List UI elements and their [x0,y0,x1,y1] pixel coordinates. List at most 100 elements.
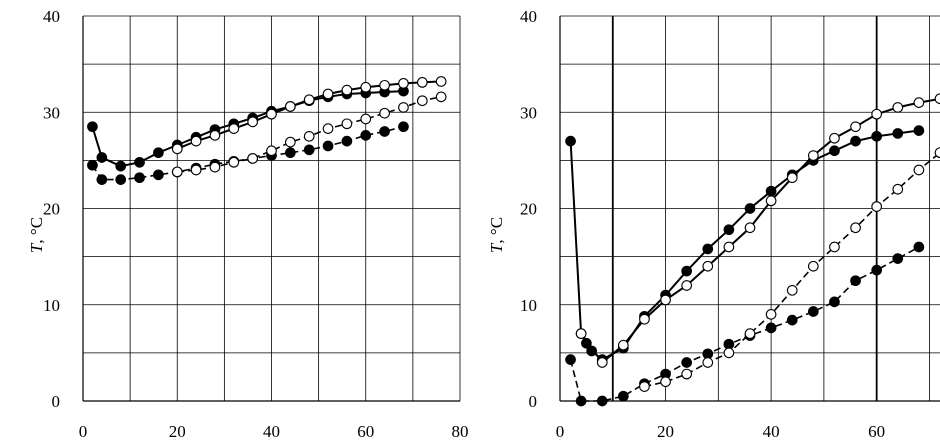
data-point [639,381,650,392]
x-tick-label: 0 [79,422,88,441]
y-axis-label-unit: , °C [487,217,506,244]
series-4 [171,91,447,178]
y-tick-label: 0 [529,392,538,411]
data-point [702,357,714,368]
data-point [596,357,608,368]
grid [82,15,461,402]
data-point [681,357,693,368]
data-point [379,107,390,119]
data-point [765,309,777,320]
data-point [134,156,145,168]
data-point [744,222,756,234]
data-point [617,339,629,351]
series-3 [87,121,409,185]
data-point [829,145,840,157]
data-point [765,322,777,334]
data-point [96,152,108,163]
data-point [134,172,145,184]
left-chart: 0 20 40 60 80 0 10 20 30 40 T, °C [27,7,469,441]
data-point [228,123,240,134]
series-3 [565,241,925,407]
data-point [285,147,296,159]
data-point [87,121,98,133]
data-point [435,76,447,87]
data-point [871,108,883,120]
data-point [829,296,840,308]
data-point [807,150,819,161]
data-point [723,224,735,236]
y-axis-label-unit: , °C [27,217,46,244]
data-point [228,156,240,168]
data-point [341,118,353,130]
data-point [786,314,798,326]
data-point [153,147,164,159]
data-point [565,354,576,365]
data-point [744,328,756,339]
data-point [416,77,428,88]
data-point [153,169,164,181]
y-tick-label: 0 [52,392,61,411]
y-tick-label: 20 [43,200,60,219]
data-point [341,84,353,96]
y-tick-label: 40 [520,7,537,26]
data-point [850,135,861,147]
data-point [360,113,372,125]
series-line [91,125,404,181]
data-point [913,97,925,108]
x-tick-label: 20 [657,422,674,441]
data-point [807,306,819,317]
data-point [379,79,390,91]
y-axis-label-variable: T [27,242,46,253]
series-line [91,90,404,168]
data-point [96,174,108,185]
data-point [871,201,883,212]
data-point [303,144,315,156]
data-point [681,280,693,291]
data-point [892,102,904,113]
data-point [829,241,840,253]
data-point [416,95,428,107]
series-4 [639,147,940,392]
series-line [569,246,920,402]
x-tick-label: 80 [452,422,469,441]
data-point [934,93,940,105]
data-point [322,123,334,134]
data-point [681,265,693,277]
data-point [850,222,861,234]
series-1 [565,125,925,365]
data-point [565,135,576,147]
data-point [723,241,735,253]
y-tick-label: 10 [43,296,60,315]
data-point [398,121,409,133]
data-point [913,125,925,136]
data-point [171,143,183,155]
data-point [586,345,598,357]
data-point [871,130,883,142]
y-tick-label: 20 [520,200,537,219]
data-point [892,128,904,139]
data-point [360,81,372,93]
series-line [569,129,920,361]
data-point [171,166,183,178]
y-tick-label: 10 [520,296,537,315]
data-point [934,147,940,159]
data-point [360,130,372,141]
data-point [913,164,925,176]
x-tick-label: 40 [763,422,780,441]
x-tick-label: 0 [556,422,565,441]
data-point [702,243,714,255]
data-point [322,88,334,100]
data-point [379,126,390,137]
data-point [765,195,777,207]
data-point [209,161,221,173]
data-point [115,160,127,172]
data-point [247,153,258,164]
y-axis-label-variable: T [487,242,506,253]
data-point [850,275,861,287]
data-point [786,284,798,296]
x-tick-label: 60 [868,422,885,441]
data-point [266,145,277,157]
data-point [744,203,756,214]
data-point [398,78,409,89]
data-point [209,130,221,141]
